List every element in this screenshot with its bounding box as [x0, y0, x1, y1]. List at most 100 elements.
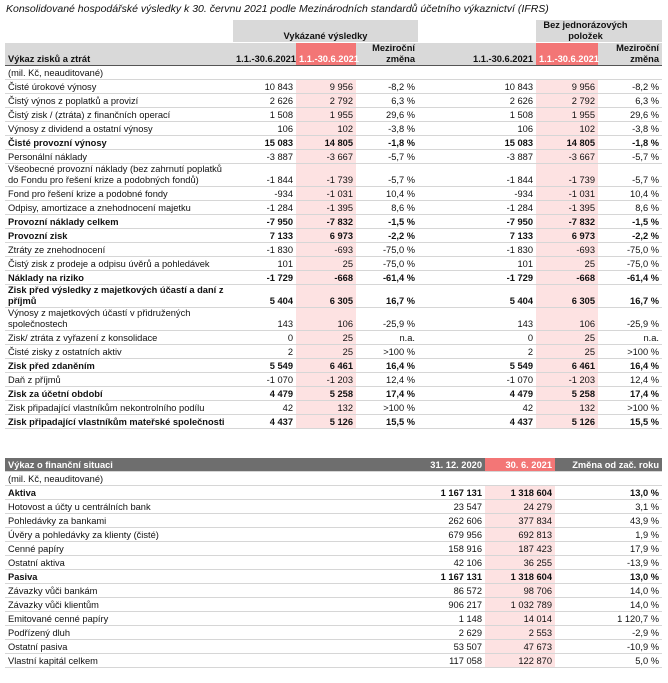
cell-value: 10,4 % — [598, 186, 662, 201]
blank-cell — [5, 20, 233, 43]
cell-value: -1 830 — [233, 242, 296, 257]
row-label: Závazky vůči bankám — [5, 583, 390, 598]
cell-value: 106 — [418, 121, 536, 136]
cell-value: 8,6 % — [356, 200, 418, 215]
cell-value: >100 % — [356, 400, 418, 415]
cell-value: -8,2 % — [598, 79, 662, 94]
row-label: Pasiva — [5, 569, 390, 584]
cell-value: -5,7 % — [598, 149, 662, 164]
cell-value: 13,0 % — [555, 485, 662, 500]
cell-value: 25 — [536, 256, 598, 271]
table-row: Zisk/ ztráta z vyřazení z konsolidace 0 25… — [5, 330, 662, 345]
cell-value: 2 626 — [233, 93, 296, 108]
cell-value: 101 — [233, 256, 296, 271]
cell-value: 6 305 — [536, 284, 598, 308]
cell-value: -8,2 % — [356, 79, 418, 94]
cell-value: -75,0 % — [356, 242, 418, 257]
cell-value: >100 % — [356, 344, 418, 359]
cell-value: 1 318 604 — [485, 485, 555, 500]
cell-value: 0 — [418, 330, 536, 345]
cell-value: 36 255 — [485, 555, 555, 570]
cell-value: 14,0 % — [555, 597, 662, 612]
cell-value: 17,9 % — [555, 541, 662, 556]
row-label: Provozní náklady celkem — [5, 214, 233, 229]
table-row: Vlastní kapitál celkem 117 058 122 870 5,0 … — [5, 653, 662, 668]
cell-value: 4 479 — [233, 386, 296, 401]
cell-value: 906 217 — [390, 597, 485, 612]
cell-value: 14 805 — [536, 135, 598, 150]
row-label: Zisk před zdaněním — [5, 358, 233, 373]
table-row: Všeobecné provozní náklady (bez zahrnutí… — [5, 163, 662, 187]
table-row: Čisté provozní výnosy 15 083 14 805 -1,8 % 1… — [5, 135, 662, 150]
row-label: Daň z příjmů — [5, 372, 233, 387]
cell-value: -3,8 % — [598, 121, 662, 136]
table-row: Čisté úrokové výnosy 10 843 9 956 -8,2 % 10 … — [5, 79, 662, 94]
table-row: Pasiva 1 167 131 1 318 604 13,0 % — [5, 569, 662, 584]
header-row: Výkaz zisků a ztrát 1.1.-30.6.2021 1.1.-30… — [5, 42, 662, 66]
row-label: Zisk za účetní období — [5, 386, 233, 401]
cell-value: -3 667 — [296, 149, 356, 164]
cell-value: -75,0 % — [356, 256, 418, 271]
cell-value: 1 120,7 % — [555, 611, 662, 626]
table-row: Čisté zisky z ostatních aktiv 2 25 >100 % 2 2… — [5, 344, 662, 359]
cell-value: 86 572 — [390, 583, 485, 598]
cell-value: 5 126 — [536, 414, 598, 429]
cell-value: 5 404 — [418, 284, 536, 308]
cell-value: 122 870 — [485, 653, 555, 668]
cell-value: 16,4 % — [356, 358, 418, 373]
cell-value: -75,0 % — [598, 256, 662, 271]
cell-value: 262 606 — [390, 513, 485, 528]
row-label: Zisk/ ztráta z vyřazení z konsolidace — [5, 330, 233, 345]
row-label: Čistý zisk / (ztráta) z finančních opera… — [5, 107, 233, 122]
unit-label: (mil. Kč, neauditované) — [5, 471, 662, 486]
cell-value: >100 % — [598, 344, 662, 359]
cell-value: -3 887 — [418, 149, 536, 164]
table-row: Zisk připadající vlastníkům mateřské spo… — [5, 414, 662, 429]
cell-value: -1 739 — [536, 163, 598, 187]
cell-value: -1 070 — [418, 372, 536, 387]
blank-cell — [418, 20, 536, 43]
cell-value: 14 014 — [485, 611, 555, 626]
cell-value: 6 461 — [536, 358, 598, 373]
cell-value: -7 950 — [418, 214, 536, 229]
cell-value: 187 423 — [485, 541, 555, 556]
cell-value: -1 284 — [418, 200, 536, 215]
table-row: Ostatní aktiva 42 106 36 255 -13,9 % — [5, 555, 662, 570]
cell-value: 6 973 — [536, 228, 598, 243]
cell-value: -61,4 % — [356, 270, 418, 285]
cell-value: -5,7 % — [356, 163, 418, 187]
cell-value: 23 547 — [390, 499, 485, 514]
cell-value: -7 950 — [233, 214, 296, 229]
cell-value: 15,5 % — [356, 414, 418, 429]
cell-value: 4 437 — [233, 414, 296, 429]
cell-value: 29,6 % — [598, 107, 662, 122]
column-header: 30. 6. 2021 — [485, 458, 555, 472]
cell-value: -5,7 % — [598, 163, 662, 187]
cell-value: 47 673 — [485, 639, 555, 654]
cell-value: n.a. — [356, 330, 418, 345]
cell-value: -693 — [296, 242, 356, 257]
cell-value: -668 — [536, 270, 598, 285]
row-label: Zisk před výsledky z majetkových účastí … — [5, 284, 233, 308]
cell-value: 14,0 % — [555, 583, 662, 598]
cell-value: 43,9 % — [555, 513, 662, 528]
cell-value: 102 — [536, 121, 598, 136]
cell-value: 9 956 — [536, 79, 598, 94]
column-header: Meziroční změna — [356, 42, 418, 66]
table-row: Závazky vůči bankám 86 572 98 706 14,0 % — [5, 583, 662, 598]
table-row: Výnosy z majetkových účastí v přidružený… — [5, 307, 662, 331]
row-label: Vlastní kapitál celkem — [5, 653, 390, 668]
row-label: Úvěry a pohledávky za klienty (čisté) — [5, 527, 390, 542]
cell-value: -1 729 — [233, 270, 296, 285]
row-label: Cenné papíry — [5, 541, 390, 556]
cell-value: -1 284 — [233, 200, 296, 215]
cell-value: -2,9 % — [555, 625, 662, 640]
table-row: Provozní náklady celkem -7 950 -7 832 -1,5 … — [5, 214, 662, 229]
cell-value: 2 792 — [296, 93, 356, 108]
income-statement-table: Vykázané výsledky Bez jednorázových polož… — [5, 20, 662, 429]
cell-value: 1,9 % — [555, 527, 662, 542]
cell-value: 679 956 — [390, 527, 485, 542]
table-row: Provozní zisk 7 133 6 973 -2,2 % 7 133 6 973-… — [5, 228, 662, 243]
table-row: Čistý zisk z prodeje a odpisu úvěrů a po… — [5, 256, 662, 271]
